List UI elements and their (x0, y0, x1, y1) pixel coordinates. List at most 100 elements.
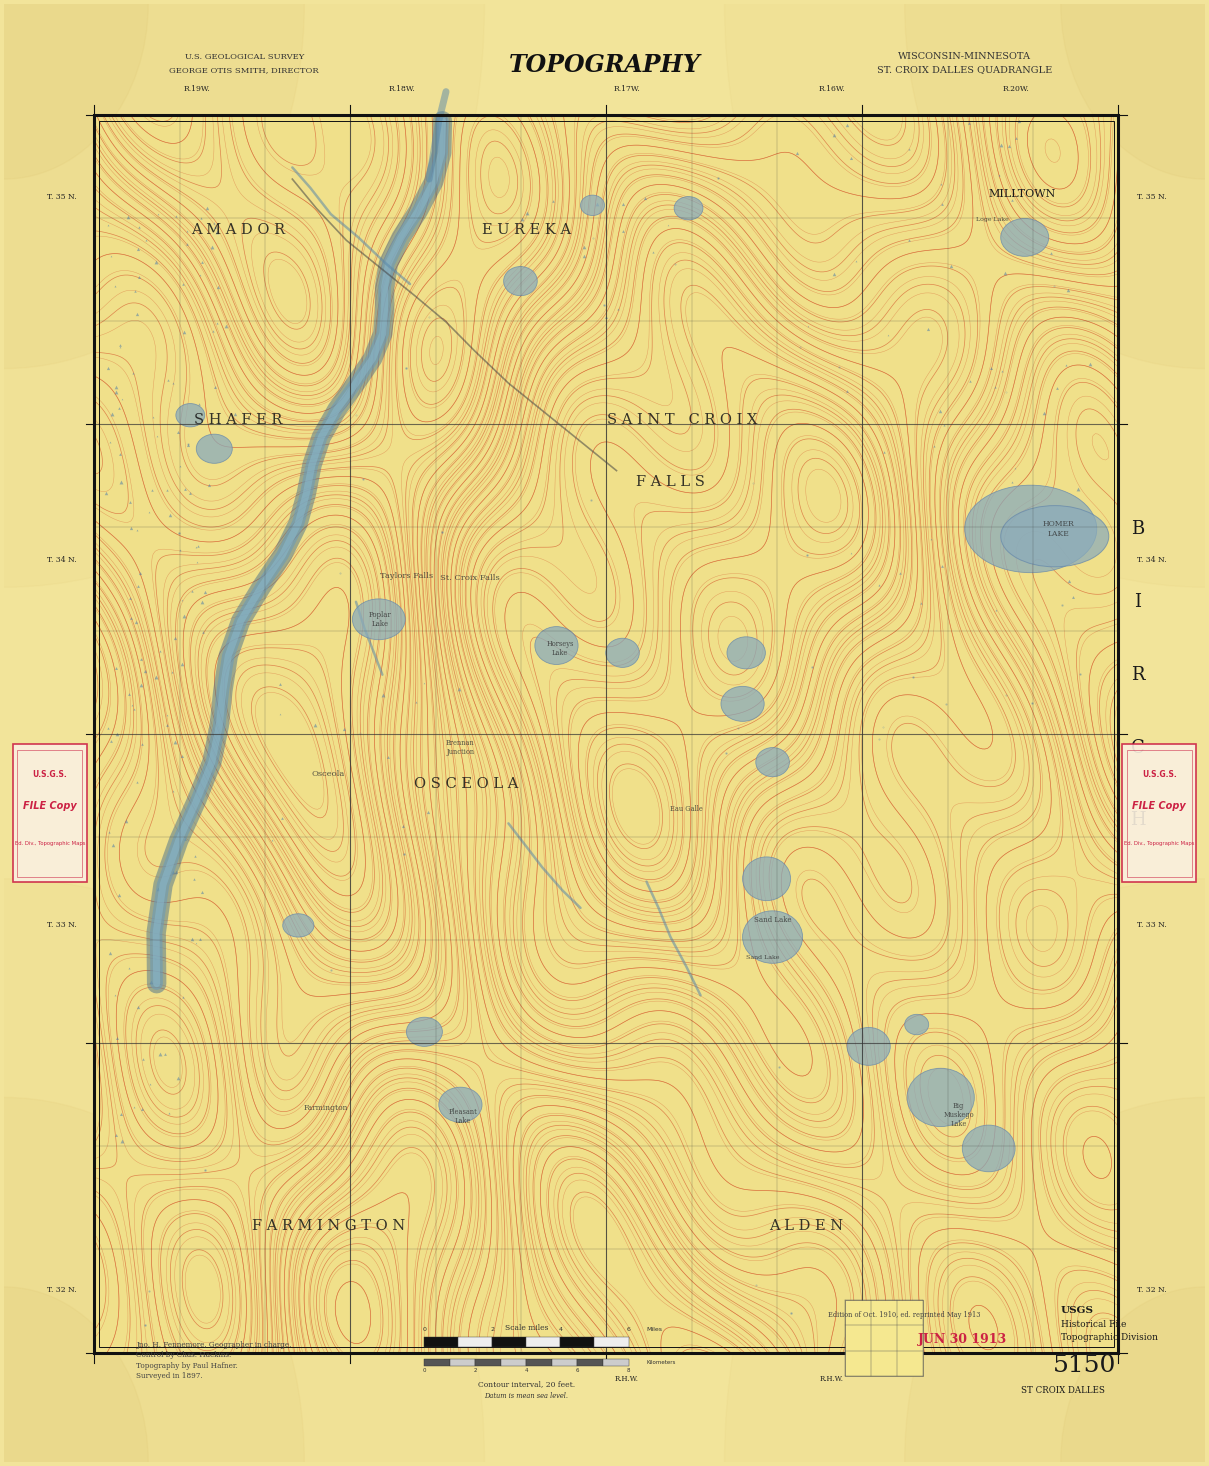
Text: Miles: Miles (647, 1327, 663, 1333)
Ellipse shape (1001, 218, 1048, 257)
Text: R.H.W.: R.H.W. (820, 1375, 844, 1382)
Text: MILLTOWN: MILLTOWN (989, 189, 1055, 199)
Text: Big
Muskego
Lake: Big Muskego Lake (943, 1102, 974, 1129)
Text: S H A F E R: S H A F E R (195, 412, 283, 427)
Text: A M A D O R: A M A D O R (191, 223, 285, 237)
Text: Topography by Paul Hafner.: Topography by Paul Hafner. (137, 1362, 238, 1369)
Ellipse shape (675, 196, 702, 220)
Text: ST CROIX DALLES: ST CROIX DALLES (1022, 1385, 1105, 1396)
Bar (501, 1359, 526, 1366)
Text: 2: 2 (474, 1368, 478, 1374)
Text: Historical File: Historical File (1060, 1321, 1126, 1330)
Bar (578, 1359, 603, 1366)
Text: 2: 2 (491, 1327, 494, 1333)
Text: Kilometers: Kilometers (647, 1360, 676, 1365)
Text: T. 34 N.: T. 34 N. (47, 556, 76, 563)
Text: 4: 4 (525, 1368, 528, 1374)
Text: Eau Galle: Eau Galle (670, 805, 702, 812)
Bar (94, 114, 1118, 1353)
Circle shape (0, 0, 305, 368)
Text: F A R M I N G T O N: F A R M I N G T O N (251, 1218, 405, 1233)
Text: Jno. H. Fennemore, Geographer in charge.: Jno. H. Fennemore, Geographer in charge. (137, 1341, 291, 1349)
Text: H: H (1129, 812, 1145, 830)
Ellipse shape (580, 195, 604, 216)
Circle shape (904, 1098, 1209, 1466)
Text: T. 34 N.: T. 34 N. (1138, 556, 1167, 563)
Ellipse shape (196, 434, 232, 463)
Text: T. 33 N.: T. 33 N. (1138, 922, 1167, 929)
Text: U.S.G.S.: U.S.G.S. (33, 770, 68, 778)
Circle shape (0, 1287, 149, 1466)
Text: R.17W.: R.17W. (613, 85, 640, 92)
Text: Poplar
Lake: Poplar Lake (369, 611, 392, 627)
Text: A L D E N: A L D E N (769, 1218, 843, 1233)
Text: C: C (1130, 739, 1145, 756)
Bar (17, 749, 82, 877)
Text: U.S.G.S.: U.S.G.S. (1141, 770, 1176, 778)
Text: R.19W.: R.19W. (184, 85, 210, 92)
Text: 6: 6 (575, 1368, 579, 1374)
Bar (458, 1337, 492, 1347)
Text: S A I N T   C R O I X: S A I N T C R O I X (607, 412, 758, 427)
Bar (526, 1359, 553, 1366)
Text: TOPOGRAPHY: TOPOGRAPHY (509, 53, 700, 78)
Ellipse shape (721, 686, 764, 721)
Text: 0: 0 (422, 1327, 427, 1333)
Text: ST. CROIX DALLES QUADRANGLE: ST. CROIX DALLES QUADRANGLE (877, 66, 1052, 75)
Text: 0: 0 (423, 1368, 426, 1374)
Text: St. Croix Falls: St. Croix Falls (440, 575, 499, 582)
Bar (475, 1359, 501, 1366)
Text: T. 32 N.: T. 32 N. (47, 1286, 76, 1294)
Text: HOMER
LAKE: HOMER LAKE (1042, 520, 1075, 538)
Text: Ed. Div., Topographic Maps: Ed. Div., Topographic Maps (15, 841, 85, 846)
Ellipse shape (534, 626, 578, 664)
Bar (424, 1359, 450, 1366)
Text: Farmington: Farmington (303, 1104, 348, 1111)
Text: R.20W.: R.20W. (1002, 85, 1029, 92)
Text: 8: 8 (626, 1368, 630, 1374)
Text: Scale miles: Scale miles (504, 1324, 548, 1331)
Circle shape (0, 1098, 305, 1466)
Text: JUN 30 1913: JUN 30 1913 (918, 1333, 1007, 1346)
Ellipse shape (962, 1124, 1016, 1171)
Bar (450, 1359, 475, 1366)
Text: 4: 4 (559, 1327, 562, 1333)
Bar (424, 1337, 458, 1347)
Ellipse shape (504, 267, 537, 296)
Ellipse shape (742, 910, 803, 963)
Text: Loge Lake: Loge Lake (976, 217, 1008, 223)
Ellipse shape (907, 1069, 974, 1126)
Text: I: I (1134, 592, 1141, 611)
Text: WISCONSIN-MINNESOTA: WISCONSIN-MINNESOTA (898, 53, 1031, 62)
Text: Edition of Oct. 1910, ed. reprinted May 1913: Edition of Oct. 1910, ed. reprinted May … (828, 1311, 980, 1318)
Text: Taylors Falls: Taylors Falls (380, 572, 433, 579)
Text: FILE Copy: FILE Copy (1133, 802, 1186, 811)
Bar (561, 1337, 595, 1347)
Ellipse shape (1001, 506, 1109, 567)
Circle shape (0, 0, 149, 179)
Text: Brennan
Junction: Brennan Junction (446, 739, 475, 756)
Circle shape (1060, 1287, 1209, 1466)
Ellipse shape (756, 748, 789, 777)
Bar (595, 1337, 629, 1347)
Text: R.16W.: R.16W. (818, 85, 845, 92)
Text: T. 33 N.: T. 33 N. (47, 922, 76, 929)
Text: Surveyed in 1897.: Surveyed in 1897. (137, 1372, 203, 1380)
Text: Ed. Div., Topographic Maps: Ed. Div., Topographic Maps (1124, 841, 1194, 846)
Ellipse shape (904, 1014, 929, 1035)
Ellipse shape (439, 1088, 482, 1121)
Ellipse shape (727, 636, 765, 668)
Ellipse shape (352, 600, 405, 639)
Text: T. 32 N.: T. 32 N. (1138, 1286, 1167, 1294)
Text: R.18W.: R.18W. (388, 85, 415, 92)
Ellipse shape (742, 858, 791, 900)
Ellipse shape (848, 1028, 890, 1066)
Text: Pleasant
Lake: Pleasant Lake (449, 1108, 478, 1124)
Ellipse shape (606, 638, 640, 667)
Text: T. 35 N.: T. 35 N. (47, 192, 76, 201)
Text: 6: 6 (626, 1327, 630, 1333)
Bar (12, 743, 87, 883)
Text: Osceola: Osceola (312, 770, 345, 778)
Text: R: R (1130, 666, 1145, 683)
Text: E U R E K A: E U R E K A (482, 223, 571, 237)
